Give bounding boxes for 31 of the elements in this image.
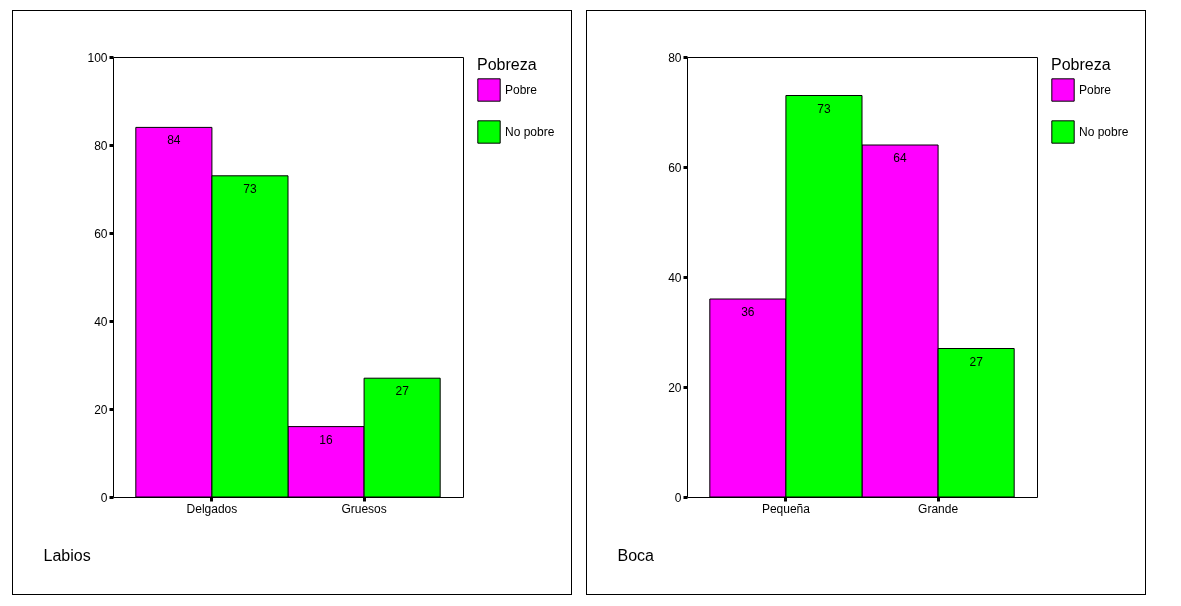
x-axis-title: Labios	[43, 546, 91, 564]
legend-label: Pobre	[1079, 83, 1112, 97]
data-label: 73	[243, 181, 257, 196]
data-label: 27	[395, 384, 410, 399]
data-label: 73	[817, 101, 831, 116]
y-tick-label: 20	[94, 402, 108, 417]
data-label: 16	[319, 432, 334, 447]
data-label: 64	[893, 151, 908, 165]
y-tick-label: 60	[94, 226, 108, 241]
data-label: 27	[969, 354, 984, 369]
legend-title: Pobreza	[477, 56, 537, 73]
data-label: 84	[167, 133, 181, 148]
x-axis-title: Boca	[617, 546, 655, 564]
y-tick-label: 0	[100, 490, 108, 505]
legend-label: Pobre	[505, 83, 538, 97]
legend-title: Pobreza	[1051, 56, 1111, 73]
y-tick-label: 80	[94, 138, 108, 153]
legend-label: No pobre	[1079, 125, 1129, 139]
x-tick-label: Gruesos	[341, 501, 387, 516]
y-tick-label: 40	[668, 270, 682, 285]
y-tick-label: 0	[674, 490, 682, 505]
x-tick-label: Delgados	[186, 501, 238, 516]
data-label: 36	[741, 305, 755, 319]
x-tick-label: Pequeña	[761, 501, 811, 516]
x-tick-label: Grande	[918, 501, 959, 516]
y-tick-label: 40	[94, 314, 108, 329]
legend-label: No pobre	[505, 125, 555, 139]
y-tick-label: 100	[87, 50, 108, 65]
y-tick-label: 60	[668, 160, 682, 175]
y-tick-label: 80	[668, 50, 682, 65]
y-tick-label: 20	[668, 380, 682, 395]
